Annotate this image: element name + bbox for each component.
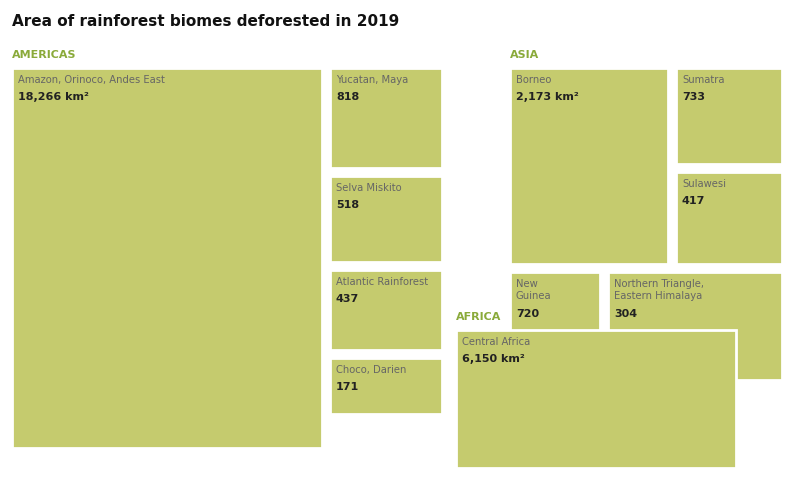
- Text: AFRICA: AFRICA: [456, 312, 502, 322]
- Text: 818: 818: [336, 92, 359, 102]
- Bar: [608, 272, 782, 380]
- Bar: [330, 358, 442, 414]
- Bar: [510, 68, 668, 264]
- Bar: [330, 68, 442, 168]
- Text: Area of rainforest biomes deforested in 2019: Area of rainforest biomes deforested in …: [12, 14, 399, 29]
- Text: Choco, Darien: Choco, Darien: [336, 365, 406, 375]
- Text: 171: 171: [336, 382, 359, 392]
- Text: 720: 720: [516, 309, 539, 319]
- Bar: [676, 68, 782, 164]
- Text: Sumatra: Sumatra: [682, 75, 725, 85]
- Text: 304: 304: [614, 309, 637, 319]
- Text: 2,173 km²: 2,173 km²: [516, 92, 578, 102]
- Bar: [456, 330, 736, 468]
- Text: ASIA: ASIA: [510, 50, 539, 60]
- Text: 417: 417: [682, 196, 706, 206]
- Text: Yucatan, Maya: Yucatan, Maya: [336, 75, 408, 85]
- Text: 18,266 km²: 18,266 km²: [18, 92, 89, 102]
- Bar: [510, 272, 600, 380]
- Text: Northern Triangle,
Eastern Himalaya: Northern Triangle, Eastern Himalaya: [614, 279, 704, 301]
- Text: Sulawesi: Sulawesi: [682, 179, 726, 189]
- Bar: [330, 176, 442, 262]
- Text: 518: 518: [336, 200, 359, 210]
- Text: 6,150 km²: 6,150 km²: [462, 354, 525, 364]
- Bar: [676, 172, 782, 264]
- Text: Selva Miskito: Selva Miskito: [336, 183, 402, 193]
- Text: 733: 733: [682, 92, 705, 102]
- Bar: [330, 270, 442, 350]
- Bar: [12, 68, 322, 448]
- Text: Central Africa: Central Africa: [462, 337, 530, 347]
- Text: Atlantic Rainforest: Atlantic Rainforest: [336, 277, 428, 287]
- Text: New
Guinea: New Guinea: [516, 279, 552, 301]
- Text: 437: 437: [336, 294, 359, 304]
- Text: Borneo: Borneo: [516, 75, 551, 85]
- Text: Amazon, Orinoco, Andes East: Amazon, Orinoco, Andes East: [18, 75, 165, 85]
- Text: AMERICAS: AMERICAS: [12, 50, 77, 60]
